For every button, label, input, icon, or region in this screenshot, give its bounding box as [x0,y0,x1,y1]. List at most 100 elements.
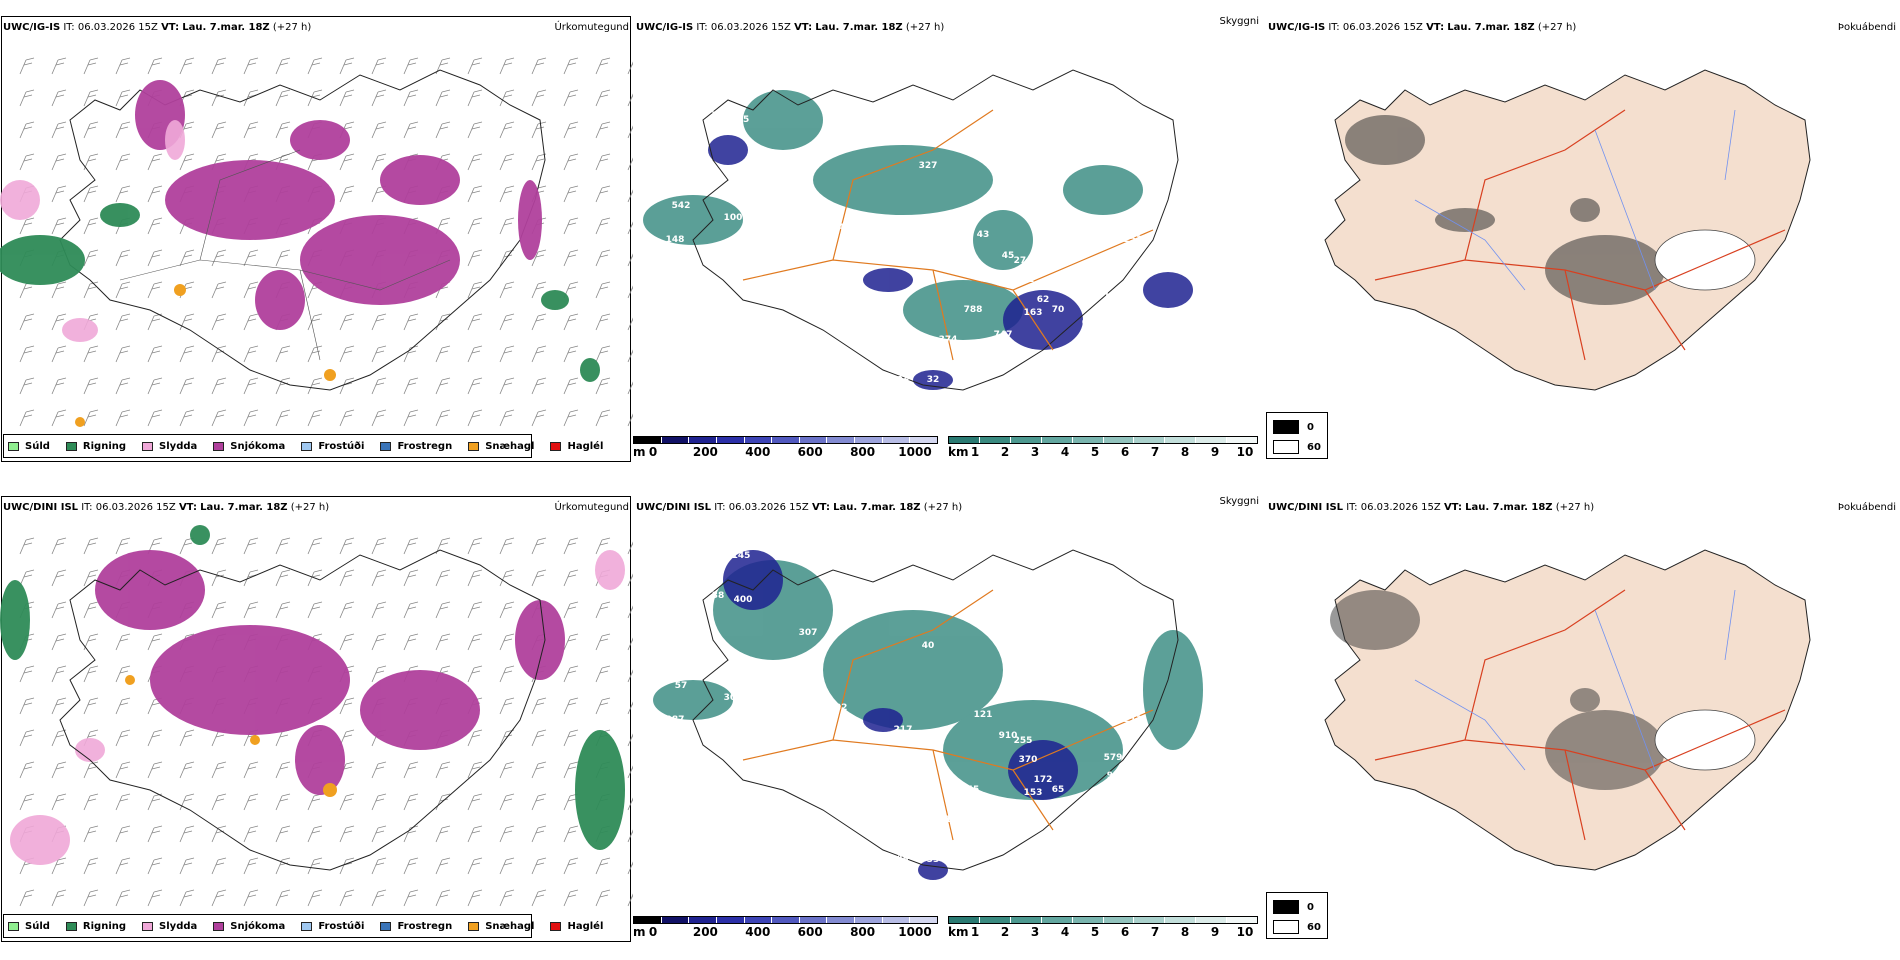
wind-barb [212,762,226,778]
wind-barb [52,346,66,362]
fog-legend-swatch [1273,440,1299,454]
colorbar-tick-label: 2 [1001,925,1009,939]
wind-barb [276,570,290,586]
map-value-label: 65 [1052,785,1065,795]
wind-barb [468,858,482,874]
wind-barb [276,762,290,778]
map-value-label: 100 [724,213,743,223]
map-value-label: 32 [927,375,940,385]
fog-legend: 0 60 [1266,892,1328,939]
wind-barb [340,634,354,650]
legend-swatch [8,922,19,931]
wind-barb [532,794,546,810]
map-value-label: 171 [1104,291,1123,301]
wind-barb [532,58,546,74]
colorbar-segment [1073,437,1104,443]
wind-barb [212,794,226,810]
wind-barb [20,58,34,74]
wind-barb [244,570,258,586]
wind-barb [404,634,418,650]
map-value-label: 206 [839,285,858,295]
wind-barb [372,762,386,778]
wind-barb [148,218,162,234]
map-value-label: 60 [1107,273,1120,283]
map-value-label: 43 [977,230,990,240]
wind-barb [116,410,130,426]
map-value-label: 40 [1142,313,1155,323]
wind-barb [148,154,162,170]
legend-swatch [213,922,224,931]
wind-barb [308,58,322,74]
wind-barb [468,90,482,106]
fog-legend-item: 60 [1273,920,1321,934]
wind-barb [532,314,546,330]
wind-barb [276,58,290,74]
wind-barb [340,314,354,330]
map-value-label: 62 [1037,295,1050,305]
colorbar-segment [745,917,773,923]
wind-barb [596,858,610,874]
ceiling-colorbar-strip [633,436,938,444]
wind-barb [468,826,482,842]
precip-map [0,30,633,462]
map-value-label: 32 [897,373,910,383]
map-value-label: 172 [1034,775,1053,785]
wind-barb [436,634,450,650]
wind-barb [500,762,514,778]
wind-barb [564,186,578,202]
legend-item: Snæhagl [468,921,534,932]
wind-barb [84,698,98,714]
legend-label: Snjókoma [230,921,285,932]
wind-barb [84,666,98,682]
wind-barb [20,90,34,106]
legend-item: Súld [8,921,50,932]
map-value-label: 255 [1014,736,1033,746]
wind-barb [116,90,130,106]
wind-barb [532,570,546,586]
map-value-label: 57 [675,681,688,691]
fog-index-panel: UWC/DINI ISL IT: 06.03.2026 15Z VT: Lau.… [1265,480,1900,955]
colorbar-segment [827,437,855,443]
wind-barb [404,538,418,554]
legend-swatch [550,442,561,451]
wind-barb [500,218,514,234]
fog-legend-label: 60 [1307,922,1321,933]
colorbar-tick-label: 0 [649,925,657,939]
wind-barb [276,794,290,810]
map-value-label: 61 [1082,318,1095,328]
wind-barb [180,826,194,842]
wind-barb [20,890,34,906]
wind-barb [564,890,578,906]
panel-title: Skyggni [1219,16,1259,27]
wind-barb [532,90,546,106]
wind-barb [500,698,514,714]
wind-barb [404,602,418,618]
wind-barb [212,58,226,74]
colorbar-tick-label: 6 [1121,445,1129,459]
wind-barb [564,570,578,586]
map-value-label: 55 [737,115,750,125]
wind-barb [340,826,354,842]
wind-barb [532,730,546,746]
colorbar-segment [1227,917,1257,923]
wind-barb [244,122,258,138]
map-value-label: 105 [819,230,838,240]
wind-barb [116,378,130,394]
wind-barb [468,154,482,170]
colorbar-segment [1104,917,1135,923]
wind-barb [180,410,194,426]
wind-barb [404,890,418,906]
wind-barb [564,634,578,650]
colorbar-segment [772,437,800,443]
wind-barb [52,890,66,906]
map-value-label: 58 [997,810,1010,820]
wind-barb [468,346,482,362]
wind-barb [404,378,418,394]
wind-barb [500,378,514,394]
legend-item: Frostregn [380,441,452,452]
map-value-label: 40 [922,641,935,651]
map-value-label: 121 [974,710,993,720]
wind-barb [148,58,162,74]
wind-barb [84,346,98,362]
colorbar-segment [689,437,717,443]
